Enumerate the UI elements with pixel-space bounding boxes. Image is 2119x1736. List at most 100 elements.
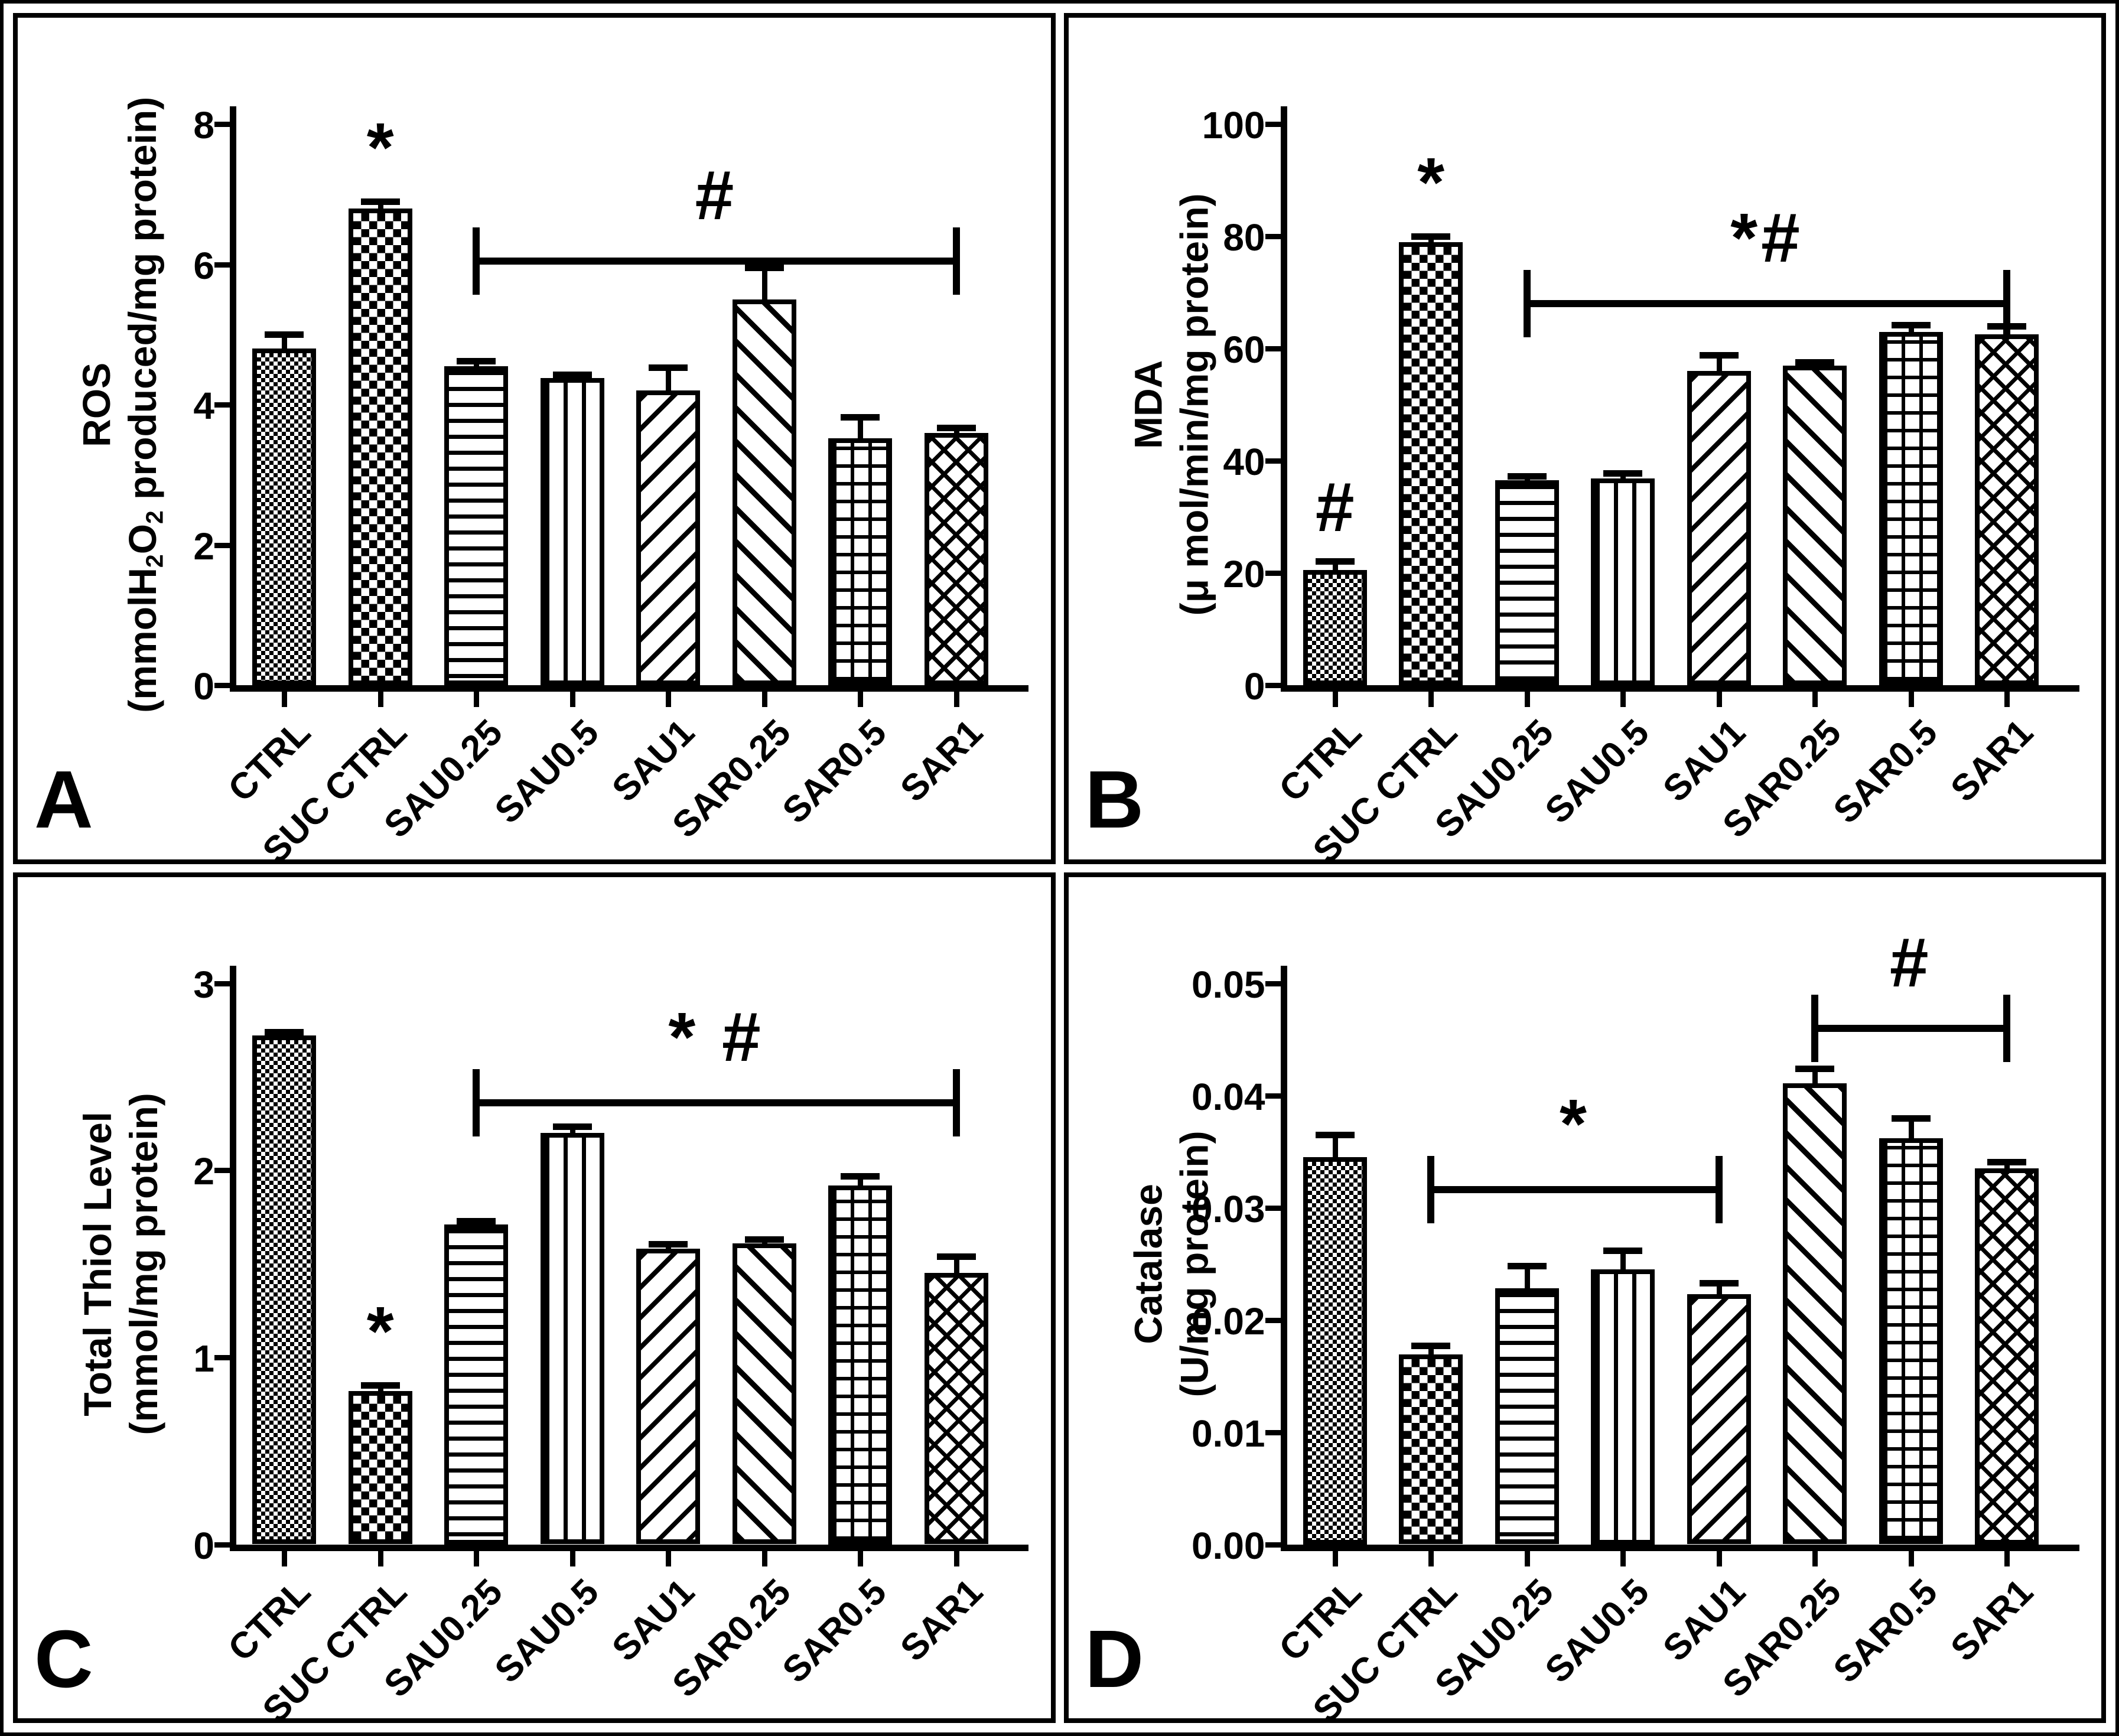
- y-tick-mark: [214, 402, 230, 408]
- y-tick-label: 60: [1223, 328, 1265, 371]
- bar-SAR0.5: [1879, 331, 1943, 685]
- y-tick-mark: [214, 981, 230, 986]
- error-bar-cap: [1795, 359, 1835, 366]
- significance-bracket-cap-right: [952, 1069, 960, 1137]
- significance-bracket-cap-left: [1811, 994, 1819, 1062]
- bar-SAU0.25: [444, 1224, 509, 1545]
- significance-bracket-cap-right: [2003, 994, 2011, 1062]
- bar-SAR1: [1975, 334, 2039, 685]
- x-tick-mark: [1620, 692, 1626, 707]
- x-tick-mark: [1428, 692, 1434, 707]
- significance-mark: *: [366, 108, 394, 187]
- significance-bracket-cap-right: [1715, 1156, 1723, 1224]
- significance-mark: *: [366, 1292, 394, 1371]
- panel-A: ROS (mmolH2O2 produced/mg protein) 0 2 4 6 8 CT…: [13, 13, 1056, 864]
- bar-SUC CTRL: [1399, 1354, 1463, 1545]
- y-tick-mark: [1265, 571, 1281, 576]
- bar-SAR0.25: [732, 1243, 796, 1545]
- significance-bracket-line: [1526, 300, 2007, 307]
- x-tick-mark: [282, 1551, 288, 1566]
- y-tick-mark: [1265, 1429, 1281, 1435]
- y-tick-label: 80: [1223, 216, 1265, 259]
- bar-SAU1: [636, 1249, 701, 1545]
- x-tick-mark: [1620, 1551, 1626, 1566]
- bar-SAR0.25: [1783, 1083, 1847, 1545]
- error-bar-cap: [1891, 1115, 1931, 1122]
- y-tick-label: 40: [1223, 441, 1265, 483]
- error-bar-stem: [761, 268, 767, 311]
- x-tick-mark: [1812, 692, 1818, 707]
- error-bar-cap: [841, 1172, 880, 1180]
- bar-CTRL: [1303, 570, 1367, 685]
- y-axis-title: Catalase (U/mg protein): [1126, 1131, 1218, 1397]
- bar-SAU0.25: [1495, 1288, 1559, 1545]
- unit-text: (mmol/mg protein): [122, 1092, 165, 1435]
- panel-D: Catalase (U/mg protein) 0.00 0.01 0.02 0.03 0.…: [1063, 872, 2106, 1723]
- y-tick-label: 100: [1202, 104, 1265, 146]
- bar-SAU0.5: [1591, 478, 1655, 685]
- error-bar-stem: [1908, 1118, 1914, 1150]
- x-tick-mark: [282, 692, 288, 707]
- error-bar-cap: [936, 1253, 976, 1260]
- x-tick-mark: [1716, 692, 1722, 707]
- y-axis-line: [230, 106, 236, 692]
- error-bar-stem: [282, 334, 288, 360]
- x-tick-mark: [953, 692, 959, 707]
- bar-SAR1: [924, 1273, 988, 1545]
- bar-SAU0.25: [444, 366, 509, 685]
- x-tick-mark: [569, 1551, 575, 1566]
- significance-bracket-label: * #: [668, 998, 764, 1077]
- bar-SAR0.5: [1879, 1138, 1943, 1545]
- error-bar-cap: [1315, 1132, 1355, 1138]
- bar-SUC CTRL: [348, 208, 412, 685]
- error-bar-cap: [744, 265, 784, 272]
- y-tick-label: 0: [1244, 665, 1265, 708]
- bar-SAR0.5: [828, 438, 893, 685]
- significance-bracket-cap-right: [2003, 270, 2011, 337]
- x-tick-mark: [666, 1551, 672, 1566]
- y-axis-title-line1: MDA: [1126, 360, 1170, 450]
- y-tick-mark: [1265, 122, 1281, 127]
- y-axis-line: [1280, 106, 1287, 692]
- significance-bracket-label: *#: [1730, 199, 1804, 277]
- y-tick-label: 0.03: [1191, 1187, 1265, 1230]
- y-tick-mark: [214, 1354, 230, 1360]
- error-bar-stem: [666, 367, 672, 403]
- y-tick-label: 2: [193, 525, 214, 568]
- error-bar-cap: [1795, 1065, 1835, 1072]
- error-bar-cap: [360, 1382, 400, 1389]
- x-tick-mark: [474, 1551, 480, 1566]
- x-tick-mark: [761, 692, 767, 707]
- bar-SAU0.5: [540, 1132, 604, 1545]
- bar-SAR0.25: [732, 299, 796, 685]
- x-tick-mark: [377, 692, 383, 707]
- x-tick-mark: [2004, 692, 2010, 707]
- significance-bracket-cap-left: [1427, 1156, 1435, 1224]
- y-tick-mark: [1265, 1205, 1281, 1211]
- error-bar-cap: [744, 1236, 784, 1243]
- x-tick-mark: [474, 692, 480, 707]
- bar-SAR0.25: [1783, 365, 1847, 685]
- x-tick-mark: [1524, 692, 1530, 707]
- error-bar-cap: [552, 371, 592, 378]
- error-bar-cap: [1507, 1263, 1547, 1270]
- significance-bracket-cap-left: [473, 227, 480, 295]
- y-tick-mark: [214, 683, 230, 688]
- significance-bracket-line: [476, 257, 956, 265]
- bar-CTRL: [252, 1035, 317, 1545]
- error-bar-cap: [1603, 1247, 1643, 1254]
- error-bar-stem: [953, 1256, 959, 1285]
- y-axis-line: [1280, 965, 1287, 1551]
- y-tick-label: 0.04: [1191, 1075, 1265, 1118]
- panel-letter-D: D: [1085, 1613, 1144, 1705]
- x-tick-mark: [2004, 1551, 2010, 1566]
- error-bar-cap: [1411, 233, 1451, 240]
- y-tick-label: 0.05: [1191, 963, 1265, 1006]
- error-bar-cap: [1411, 1343, 1451, 1350]
- unit-text: (U/mg protein): [1172, 1131, 1216, 1397]
- y-tick-label: 0: [193, 1524, 214, 1567]
- y-axis-line: [230, 965, 236, 1551]
- error-bar-cap: [1603, 470, 1643, 477]
- error-bar-stem: [1332, 1135, 1338, 1169]
